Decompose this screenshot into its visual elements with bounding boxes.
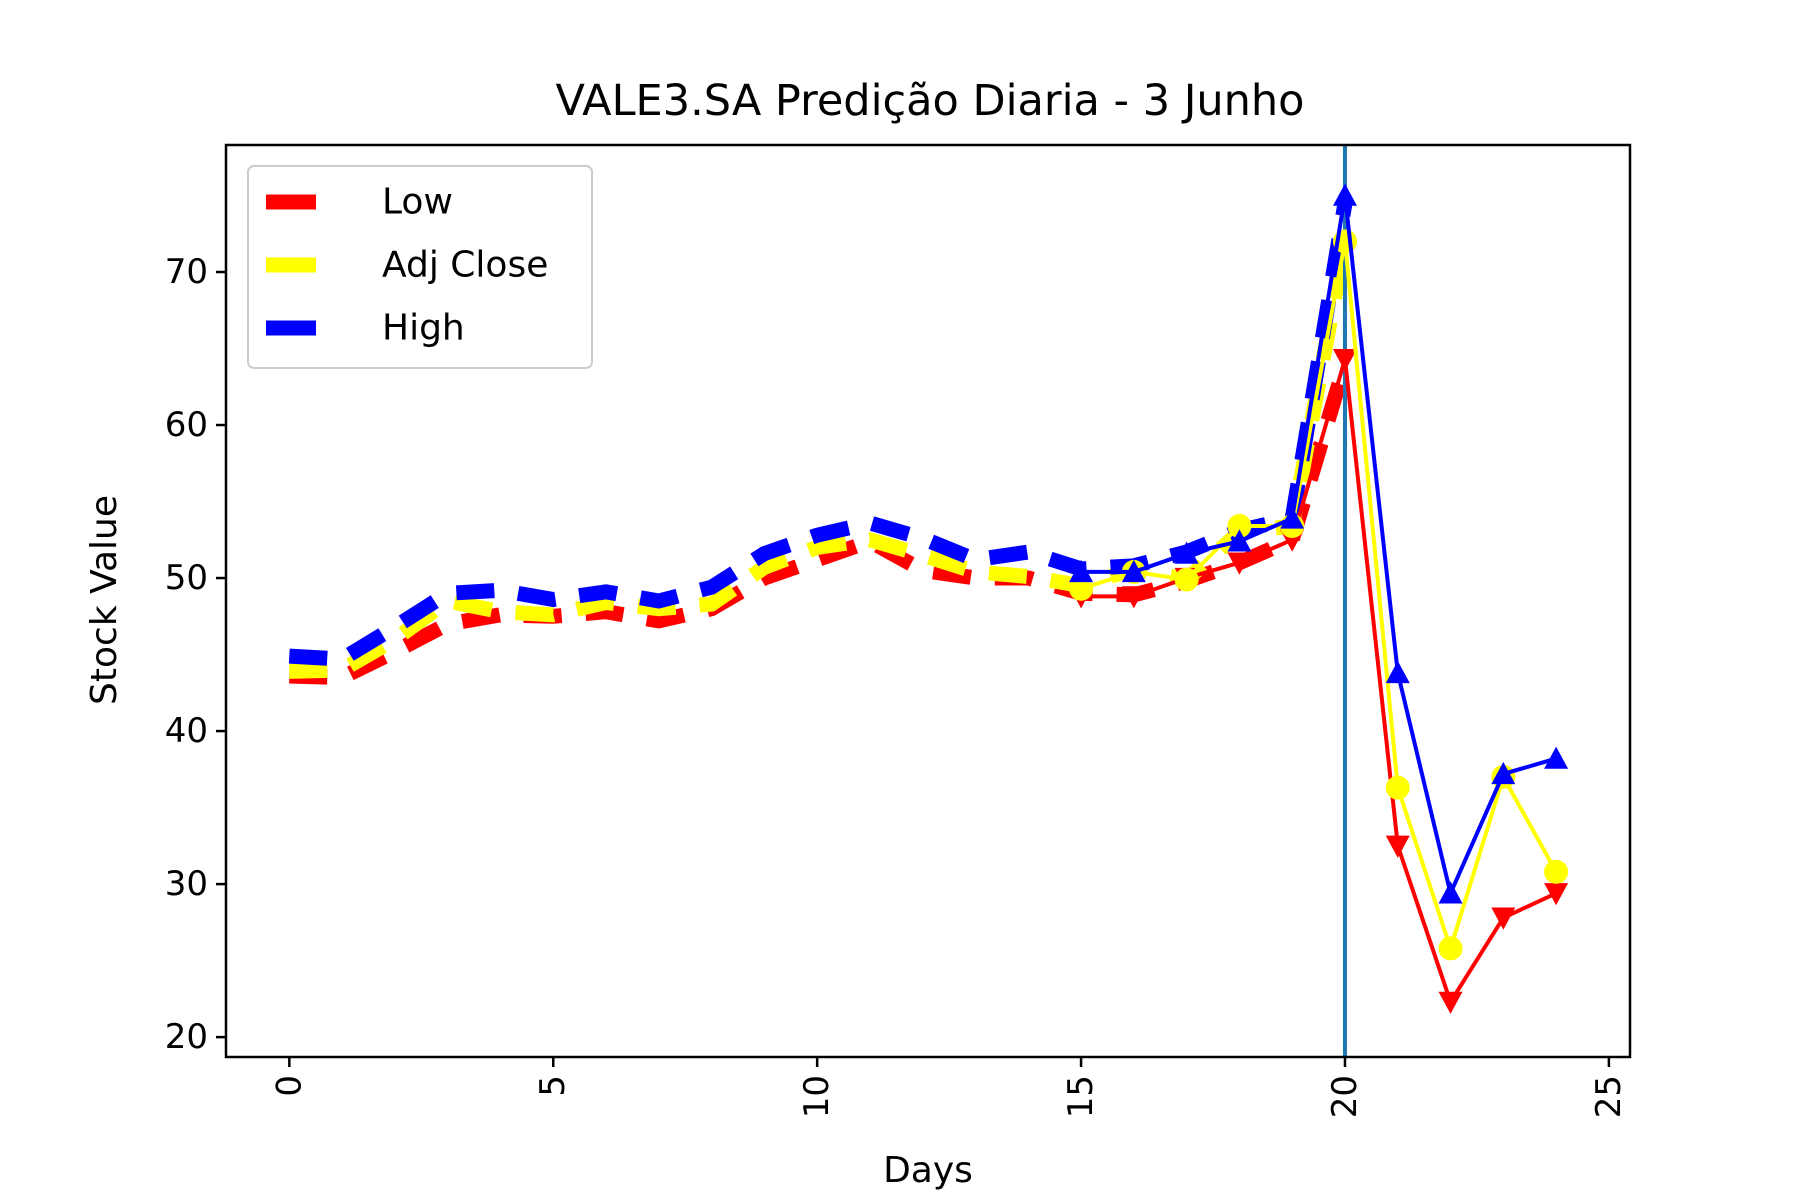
series-adj-close-point	[1438, 936, 1463, 961]
series-high-prediction-line	[1081, 195, 1557, 900]
series-adj-close-point	[1174, 567, 1199, 592]
series-high-point	[1069, 559, 1094, 583]
series-low-point	[1121, 586, 1146, 609]
series-adj-close-point	[1227, 514, 1252, 539]
y-tick-label: 40	[165, 711, 208, 751]
series-high-point	[1174, 541, 1199, 564]
series-low-point	[1332, 349, 1357, 372]
x-tick-label: 10	[797, 1075, 837, 1118]
chart-title: VALE3.SA Predição Diaria - 3 Junho	[556, 76, 1305, 126]
series-low-point	[1544, 883, 1569, 906]
series-adj-close-point	[1544, 859, 1569, 884]
x-tick-label: 0	[269, 1075, 309, 1097]
x-axis-label: Days	[883, 1150, 973, 1191]
series-adj-close-point	[1385, 775, 1410, 800]
plot-area	[288, 145, 1569, 1057]
series-high-point	[1544, 746, 1569, 769]
series-high-point	[1438, 881, 1463, 904]
axis-ticks: 0 5 10 15 20 25 20 30 40 50 60 70	[165, 252, 1629, 1118]
series-high-history-line	[288, 201, 1353, 667]
y-tick-label: 20	[165, 1017, 208, 1057]
series-high-point	[1227, 529, 1252, 552]
series-high-point	[1121, 559, 1146, 583]
x-tick-label: 15	[1061, 1075, 1101, 1118]
series-adj-close-prediction-line	[1080, 241, 1558, 956]
series-low-point	[1491, 907, 1516, 930]
series-high-point	[1491, 761, 1516, 785]
series-low-history-line	[289, 361, 1353, 686]
x-tick-label: 20	[1325, 1075, 1365, 1118]
series-low-point	[1385, 835, 1410, 858]
series-low-prediction-line	[1081, 358, 1557, 1007]
y-tick-label: 60	[165, 405, 208, 445]
series-high-point	[1280, 506, 1305, 529]
y-axis-label: Stock Value	[84, 495, 125, 705]
x-tick-label: 5	[533, 1075, 573, 1097]
series-high-point	[1385, 660, 1410, 684]
y-tick-label: 50	[165, 558, 208, 598]
y-tick-label: 70	[165, 252, 208, 292]
legend-high-label: High	[382, 308, 465, 349]
x-tick-label: 25	[1589, 1075, 1629, 1118]
plot-frame	[224, 143, 1632, 1059]
legend-low-label: Low	[382, 182, 453, 223]
series-high-point	[1332, 183, 1357, 206]
legend-adj-close-label: Adj Close	[382, 245, 548, 286]
series-adj-close-point	[1069, 576, 1094, 601]
y-tick-label: 30	[165, 864, 208, 904]
legend-box	[247, 165, 593, 369]
legend: Low Adj Close High	[247, 165, 593, 369]
series-low-point	[1438, 991, 1463, 1014]
series-low-point	[1227, 552, 1252, 575]
series-adj-close-history-line	[289, 240, 1353, 679]
